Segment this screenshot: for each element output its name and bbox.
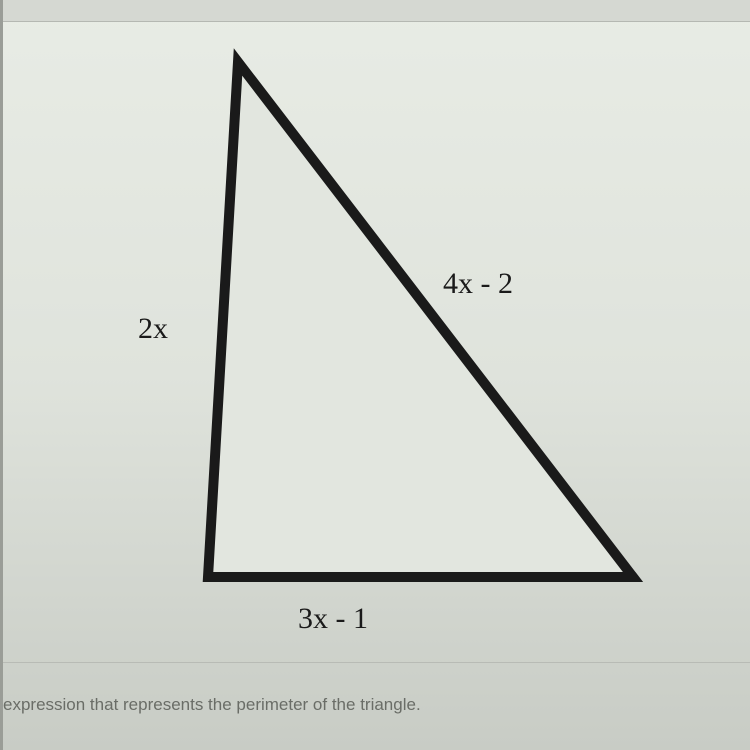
question-text: expression that represents the perimeter… xyxy=(3,695,421,715)
side-label-right: 4x - 2 xyxy=(443,267,513,301)
side-label-left: 2x xyxy=(138,312,168,346)
section-divider xyxy=(3,662,750,663)
triangle-shape xyxy=(3,22,750,642)
window-top-border xyxy=(0,0,750,22)
side-label-bottom: 3x - 1 xyxy=(298,602,368,636)
diagram-canvas: 2x 4x - 2 3x - 1 expression that represe… xyxy=(3,22,750,750)
